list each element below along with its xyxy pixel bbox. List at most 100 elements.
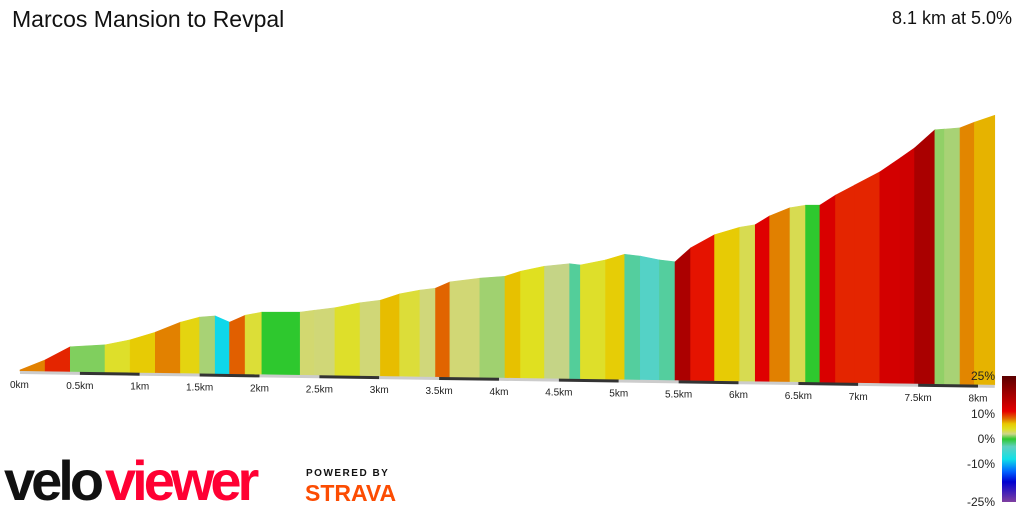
profile-segment: [879, 157, 901, 384]
grade-legend-label: 0%: [978, 432, 996, 446]
profile-segment: [104, 339, 131, 373]
x-tick-label: 5.5km: [665, 389, 692, 400]
x-tick-label: 6.5km: [785, 391, 812, 402]
profile-segment: [155, 321, 181, 374]
baseline-segment: [319, 375, 380, 380]
baseline-segment: [918, 383, 979, 388]
profile-segment: [974, 114, 996, 386]
grade-legend-label: -25%: [967, 495, 995, 509]
powered-by-label: POWERED BY: [306, 468, 390, 479]
x-axis-ticks: 0km 0.5km 1km 1.5km 2km 2.5km 3km 3.5km 4km 4.5km…: [10, 380, 987, 405]
grade-legend-label: 10%: [971, 407, 995, 421]
grade-legend-label: -10%: [967, 457, 995, 471]
profile-segment: [520, 265, 545, 379]
baseline-segment: [139, 372, 200, 377]
baseline-segment: [259, 374, 320, 379]
logo-velo: velo: [4, 452, 103, 508]
profile-segment: [19, 359, 46, 372]
profile-segment: [944, 127, 961, 385]
profile-segment: [419, 287, 436, 378]
profile-segment: [214, 315, 230, 375]
page-title: Marcos Mansion to Revpal: [12, 6, 285, 32]
x-tick-label: 7km: [849, 392, 868, 403]
route-summary: 8.1 km at 5.0%: [891, 8, 1012, 28]
profile-segment: [261, 311, 301, 376]
x-tick-label: 2km: [250, 383, 269, 394]
x-tick-label: 2.5km: [306, 384, 333, 395]
baseline-segment: [798, 382, 859, 386]
veloviewer-logo: velo viewer: [4, 452, 263, 508]
distance-baseline: [19, 371, 995, 388]
x-tick-label: 1.5km: [186, 383, 213, 394]
profile-segment: [569, 263, 581, 380]
profile-segment: [835, 184, 855, 384]
profile-segment: [199, 315, 216, 375]
baseline-segment: [439, 376, 500, 381]
profile-segment: [690, 234, 715, 382]
profile-segment: [449, 277, 481, 378]
profile-segment: [959, 121, 975, 385]
baseline-segment: [558, 378, 619, 383]
profile-segment: [399, 289, 421, 377]
profile-segment: [624, 253, 641, 381]
profile-segment: [854, 171, 881, 384]
x-tick-label: 8km: [969, 394, 988, 405]
profile-segment: [314, 307, 336, 376]
baseline-segment: [79, 371, 140, 376]
profile-segment: [180, 316, 200, 374]
profile-segment: [899, 147, 915, 385]
baseline-segment: [858, 382, 919, 387]
profile-segment: [769, 207, 791, 383]
profile-segment: [789, 204, 806, 383]
x-tick-label: 1km: [130, 382, 149, 393]
profile-segment: [819, 194, 836, 383]
profile-segment: [674, 247, 691, 381]
x-tick-label: 4km: [490, 387, 509, 398]
x-tick-label: 3.5km: [426, 386, 453, 397]
profile-segment: [805, 204, 821, 383]
baseline-segment: [618, 379, 679, 384]
profile-segment: [479, 275, 506, 379]
x-tick-label: 0.5km: [66, 381, 93, 392]
x-tick-label: 6km: [729, 390, 748, 401]
profile-segment: [334, 302, 361, 377]
x-tick-label: 3km: [370, 385, 389, 396]
baseline-segment: [738, 381, 799, 386]
profile-segment: [544, 263, 570, 380]
profile-segment: [504, 270, 521, 379]
profile-segment: [229, 314, 246, 375]
x-tick-label: 4.5km: [545, 388, 572, 399]
profile-segment: [44, 346, 71, 373]
strava-logo: STRAVA: [305, 480, 397, 506]
grade-legend-labels: 25% 10% 0% -10% -25%: [967, 369, 995, 509]
profile-segment: [934, 128, 945, 385]
profile-segment: [359, 299, 381, 377]
profile-segment: [299, 309, 315, 376]
x-tick-label: 0km: [10, 380, 29, 391]
grade-legend-label: 25%: [971, 369, 995, 383]
profile-segment: [914, 129, 936, 385]
profile-segment: [640, 255, 660, 381]
profile-segment: [129, 331, 156, 374]
profile-segment: [435, 281, 451, 378]
profile-segment: [380, 293, 400, 377]
profile-stripes: [19, 114, 996, 386]
baseline-segment: [19, 371, 80, 375]
profile-segment: [739, 224, 756, 382]
profile-segment: [69, 344, 106, 373]
x-tick-label: 7.5km: [905, 393, 932, 404]
profile-segment: [580, 259, 606, 380]
profile-segment: [659, 259, 676, 381]
grade-legend-bar: [1002, 376, 1016, 502]
profile-segment: [244, 311, 263, 375]
x-tick-label: 5km: [609, 389, 628, 400]
baseline-segment: [498, 377, 559, 382]
baseline-segment: [379, 376, 440, 380]
profile-segment: [605, 253, 626, 380]
profile-segment: [714, 226, 740, 382]
profile-segment: [754, 215, 770, 382]
baseline-segment: [199, 373, 260, 378]
logo-viewer: viewer: [105, 452, 259, 508]
baseline-segment: [678, 380, 739, 385]
